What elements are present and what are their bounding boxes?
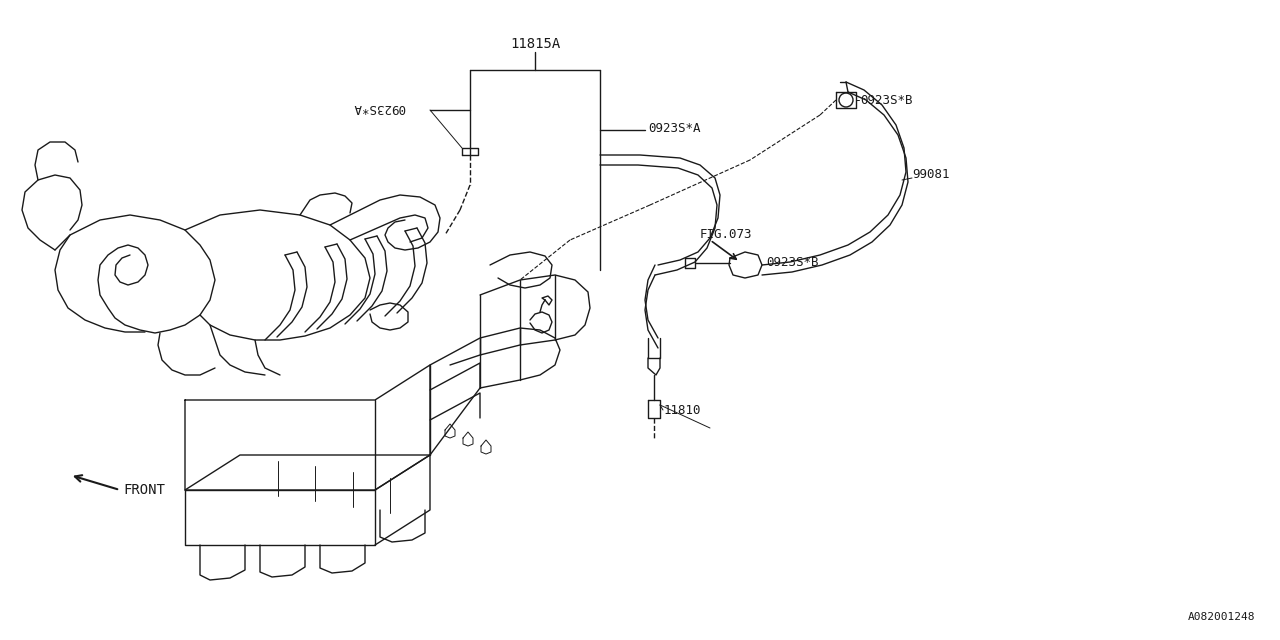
Text: A082001248: A082001248 (1188, 612, 1254, 622)
Text: 0923S*A: 0923S*A (352, 102, 404, 115)
Text: 0923S*A: 0923S*A (648, 122, 700, 134)
Text: FRONT: FRONT (123, 483, 165, 497)
Text: 0923S*B: 0923S*B (860, 93, 913, 106)
Text: 11815A: 11815A (509, 37, 561, 51)
Text: 99081: 99081 (911, 168, 950, 182)
Text: 0923S*B: 0923S*B (765, 257, 818, 269)
Text: FIG.073: FIG.073 (700, 228, 753, 241)
Text: 11810: 11810 (664, 403, 701, 417)
